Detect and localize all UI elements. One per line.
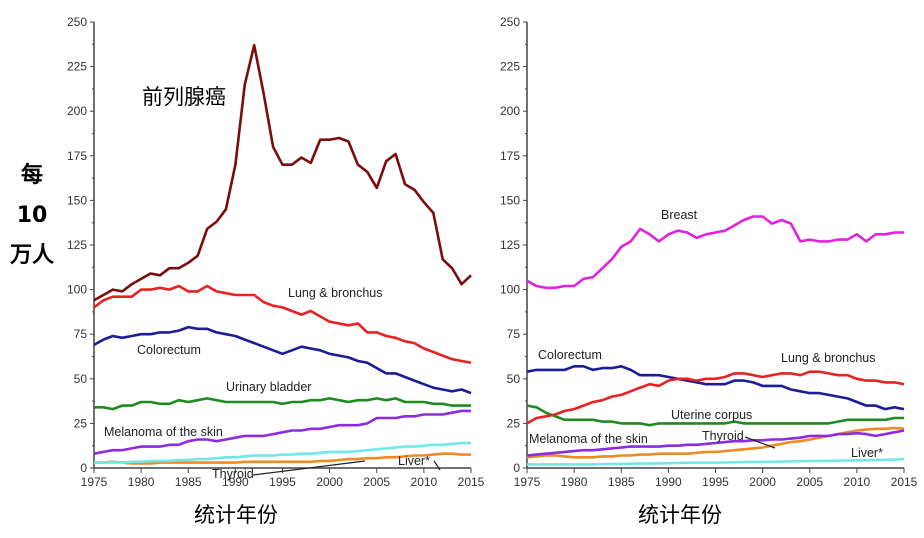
y-tick-label: 125	[500, 238, 520, 252]
series-line-prostate	[93, 43, 472, 302]
y-tick-label: 200	[67, 104, 87, 118]
x-tick-label: 1995	[269, 475, 296, 489]
leader-line-liver	[433, 460, 441, 471]
y-tick-label: 150	[500, 193, 520, 207]
series-line-uterine-corpus	[526, 404, 904, 427]
x-tick-label: 2010	[411, 475, 438, 489]
y-tick-label: 225	[500, 60, 520, 74]
y-tick-label: 250	[500, 15, 520, 29]
leader-line-thyroid	[744, 436, 776, 449]
y-tick-label: 100	[500, 283, 520, 297]
y-tick-label: 175	[67, 149, 87, 163]
x-tick-label: 1995	[702, 475, 729, 489]
series-label-lung-bronchus: Lung & bronchus	[781, 351, 876, 365]
x-tick-label: 1990	[222, 475, 249, 489]
series-line-melanoma-of-the-skin	[93, 409, 471, 455]
series-label-liver: Liver*	[851, 446, 883, 460]
x-tick-label: 2015	[891, 475, 918, 489]
x-tick-label: 1975	[81, 475, 108, 489]
x-tick-label: 1980	[128, 475, 155, 489]
series-line-breast	[526, 215, 904, 290]
series-line-colorectum	[93, 325, 472, 395]
y-tick-label: 150	[67, 193, 87, 207]
series-label-melanoma-of-the-skin: Melanoma of the skin	[104, 425, 223, 439]
panel-right: 0 25 50 75 100 125 150 175 200 225 250 1975 1980 1985…	[500, 15, 918, 489]
x-tick-label: 2005	[363, 475, 390, 489]
y-tick-label: 50	[507, 372, 521, 386]
y-axis-label-line-2: 10	[17, 203, 48, 228]
x-tick-label: 2005	[796, 475, 823, 489]
x-tick-label: 1990	[655, 475, 682, 489]
y-tick-label: 75	[74, 327, 88, 341]
y-axis-label-line-1: 每	[21, 162, 43, 188]
y-tick-label: 125	[67, 238, 87, 252]
y-tick-label: 200	[500, 104, 520, 118]
series-label-lung-bronchus: Lung & bronchus	[288, 286, 383, 300]
series-label-colorectum: Colorectum	[538, 348, 602, 362]
y-tick-label: 250	[67, 15, 87, 29]
x-tick-label: 1985	[608, 475, 635, 489]
x-tick-label: 2015	[458, 475, 485, 489]
series-label-thyroid: Thyroid	[702, 429, 744, 443]
series-line-lung-bronchus	[93, 284, 472, 364]
series-line-urinary-bladder	[94, 397, 471, 411]
series-line-colorectum	[526, 364, 905, 411]
series-line-lung-bronchus	[526, 370, 905, 425]
x-tick-label: 2010	[844, 475, 871, 489]
y-tick-label: 25	[74, 416, 88, 430]
series-line-thyroid	[94, 452, 471, 465]
x-tick-label: 1975	[514, 475, 541, 489]
y-tick-label: 0	[513, 461, 520, 475]
y-tick-label: 225	[67, 60, 87, 74]
x-axis-label-left: 统计年份	[194, 503, 278, 527]
series-label-uterine-corpus: Uterine corpus	[671, 408, 752, 422]
series-label-colorectum: Colorectum	[137, 343, 201, 357]
y-tick-label: 75	[507, 327, 521, 341]
series-label-urinary-bladder: Urinary bladder	[226, 380, 311, 394]
x-tick-label: 1985	[175, 475, 202, 489]
x-tick-label: 1980	[561, 475, 588, 489]
y-tick-label: 50	[74, 372, 88, 386]
series-label-liver: Liver*	[398, 454, 430, 468]
panel-left: 0 25 50 75 100 125 150 175 200 225 250 1975 1980 1985…	[67, 15, 485, 489]
y-tick-label: 0	[80, 461, 87, 475]
series-line-melanoma-of-the-skin	[526, 429, 905, 457]
x-tick-label: 2000	[316, 475, 343, 489]
x-tick-label: 2000	[749, 475, 776, 489]
y-axis-label-line-3: 万人	[9, 243, 54, 268]
y-tick-label: 100	[67, 283, 87, 297]
x-axis-label-right: 统计年份	[638, 503, 722, 527]
series-label-melanoma-of-the-skin: Melanoma of the skin	[529, 432, 648, 446]
series-label-breast: Breast	[661, 208, 698, 222]
y-tick-label: 25	[507, 416, 521, 430]
prostate-annotation: 前列腺癌	[142, 85, 226, 109]
series-line-liver	[94, 441, 471, 464]
series-line-liver	[527, 457, 905, 466]
series-label-thyroid: Thyroid	[212, 467, 254, 481]
y-tick-label: 175	[500, 149, 520, 163]
leader-line-thyroid	[252, 460, 366, 476]
